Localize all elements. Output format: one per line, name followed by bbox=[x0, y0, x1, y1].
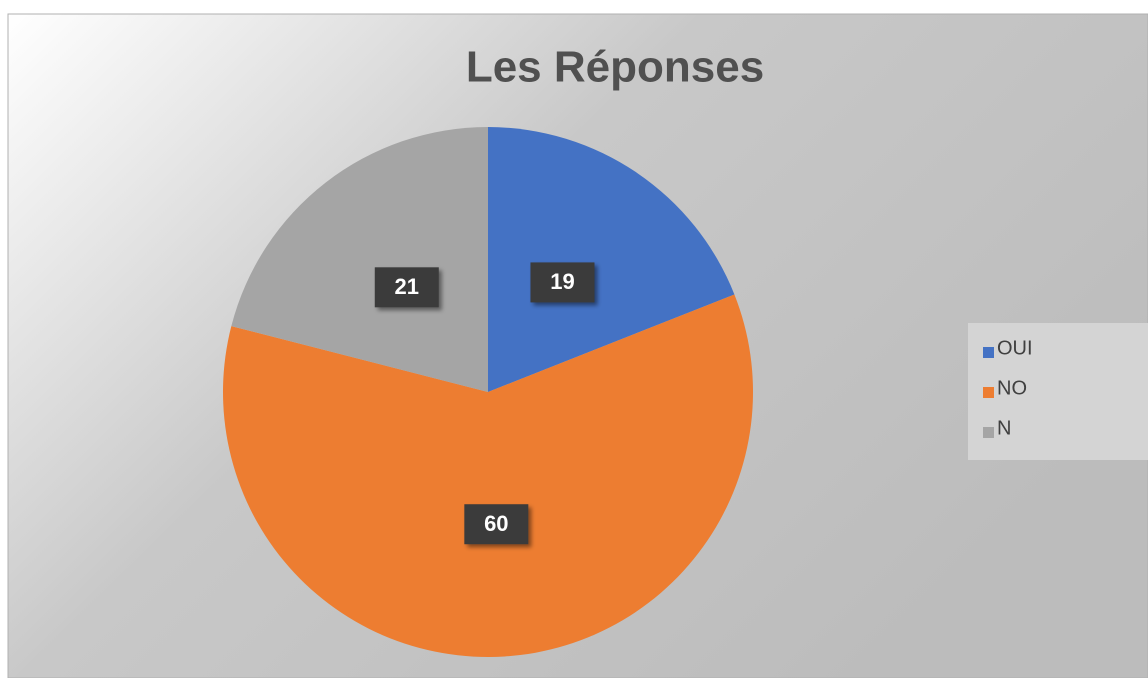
data-label-box bbox=[530, 262, 595, 303]
data-label: 19 bbox=[550, 269, 574, 294]
data-label: 60 bbox=[484, 511, 508, 536]
data-label-box bbox=[374, 267, 439, 308]
pie-slice bbox=[222, 294, 754, 658]
pie-slice bbox=[231, 127, 489, 392]
legend-label: NO bbox=[997, 377, 1027, 399]
legend-label: OUI bbox=[997, 337, 1033, 359]
data-label: 21 bbox=[395, 274, 419, 299]
legend-swatch bbox=[983, 347, 994, 358]
legend-swatch bbox=[983, 427, 994, 438]
legend-swatch bbox=[983, 387, 994, 398]
legend-box bbox=[968, 323, 1148, 460]
data-label-box bbox=[464, 504, 529, 545]
pie-slice bbox=[488, 127, 735, 392]
legend-label: N bbox=[997, 417, 1011, 439]
chart-title: Les Réponses bbox=[466, 43, 764, 92]
